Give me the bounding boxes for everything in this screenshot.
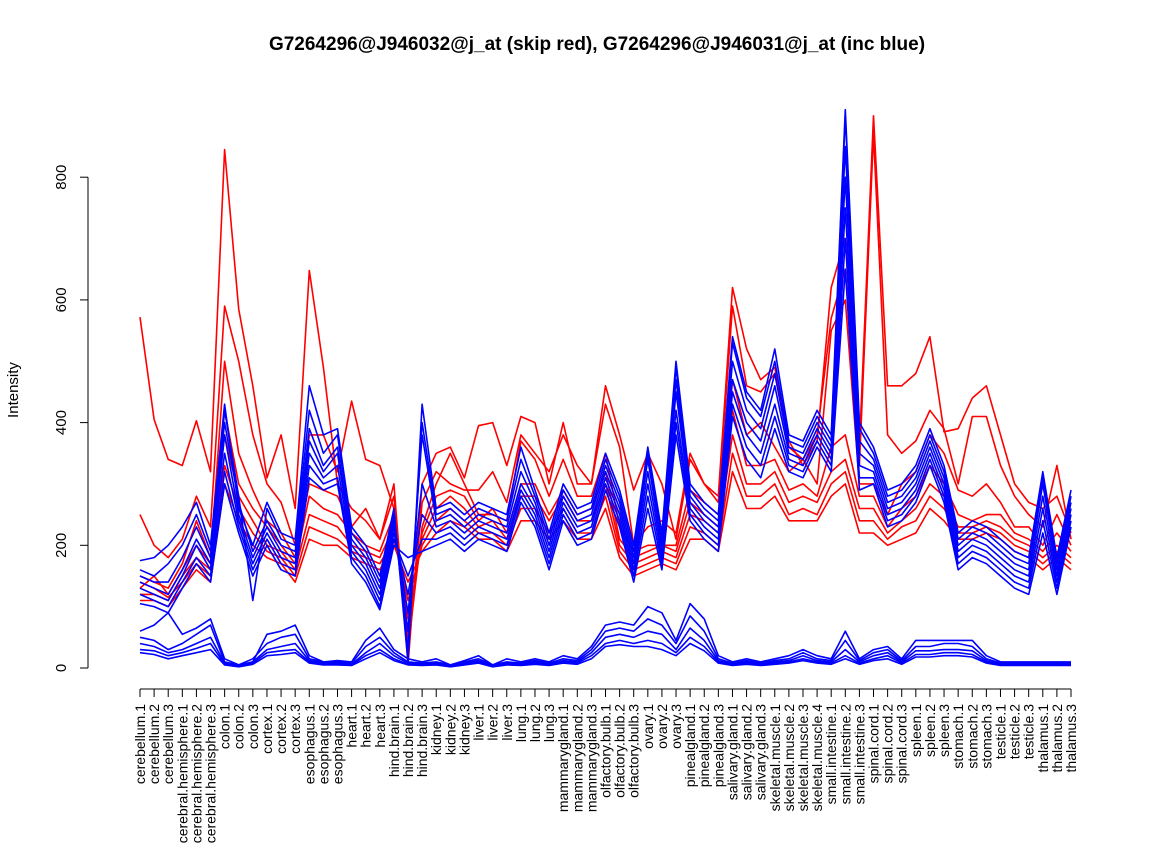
series-line-inc-11 [139, 636, 1071, 668]
y-tick-label-0: 0 [53, 664, 70, 672]
x-tick-label-pinealgland.3: pinealgland.3 [710, 704, 726, 788]
x-tick-label-esophagus.3: esophagus.3 [329, 704, 345, 784]
x-tick-label-testicle.1: testicle.1 [992, 704, 1008, 759]
x-tick-label-testicle.3: testicle.3 [1021, 704, 1037, 759]
x-tick-label-spleen.3: spleen.3 [936, 704, 952, 757]
x-tick-label-thalamus.3: thalamus.3 [1063, 704, 1079, 773]
x-tick-label-ovary.3: ovary.3 [668, 704, 684, 749]
x-tick-label-skeletal.muscle.4: skeletal.muscle.4 [809, 704, 825, 812]
x-tick-label-spinal.cord.1: spinal.cord.1 [866, 704, 882, 784]
x-tick-label-small.intestine.1: small.intestine.1 [823, 704, 839, 805]
x-tick-label-hind.brain.2: hind.brain.2 [400, 704, 416, 777]
x-tick-label-olfactory.bulb.3: olfactory.bulb.3 [626, 704, 642, 798]
x-tick-label-cerebellum.2: cerebellum.2 [146, 704, 162, 784]
y-tick-label-400: 400 [53, 410, 70, 435]
series-line-inc-4 [139, 176, 1072, 614]
x-tick-label-skeletal.muscle.2: skeletal.muscle.2 [781, 704, 797, 812]
x-tick-label-heart.1: heart.1 [344, 704, 360, 748]
x-tick-label-thalamus.2: thalamus.2 [1049, 704, 1065, 773]
x-tick-label-stomach.1: stomach.1 [950, 704, 966, 769]
x-tick-label-ovary.2: ovary.2 [654, 704, 670, 749]
x-tick-label-hind.brain.3: hind.brain.3 [414, 704, 430, 777]
x-tick-label-spinal.cord.2: spinal.cord.2 [880, 704, 896, 784]
x-tick-label-liver.2: liver.2 [485, 704, 501, 741]
series-line-skip-1 [139, 115, 1072, 666]
x-tick-label-cerebral.hemisphere.2: cerebral.hemisphere.2 [188, 704, 204, 844]
x-tick-label-liver.1: liver.1 [471, 704, 487, 741]
y-axis: 0 200 400 600 800 [53, 165, 89, 672]
x-tick-label-pinealgland.2: pinealgland.2 [696, 704, 712, 788]
x-tick-label-salivary.gland.2: salivary.gland.2 [739, 704, 755, 800]
series-line-skip-7 [140, 470, 1072, 608]
x-tick-label-stomach.3: stomach.3 [978, 704, 994, 769]
x-tick-label-cortex.2: cortex.2 [273, 704, 289, 754]
x-tick-label-cortex.3: cortex.3 [287, 704, 303, 754]
x-tick-label-salivary.gland.3: salivary.gland.3 [753, 704, 769, 800]
x-tick-label-lung.2: lung.2 [527, 704, 543, 742]
x-tick-label-mammarygland.2: mammarygland.2 [569, 704, 585, 812]
x-tick-label-skeletal.muscle.3: skeletal.muscle.3 [795, 704, 811, 812]
x-tick-label-salivary.gland.1: salivary.gland.1 [724, 704, 740, 800]
x-tick-label-stomach.2: stomach.2 [964, 704, 980, 769]
x-tick-label-heart.3: heart.3 [372, 704, 388, 748]
x-tick-label-small.intestine.3: small.intestine.3 [851, 704, 867, 805]
x-tick-label-spinal.cord.3: spinal.cord.3 [894, 704, 910, 784]
x-tick-label-kidney.2: kidney.2 [442, 704, 458, 755]
x-tick-label-thalamus.1: thalamus.1 [1035, 704, 1051, 773]
series-line-inc-12 [139, 642, 1071, 668]
x-tick-label-cerebral.hemisphere.3: cerebral.hemisphere.3 [203, 704, 219, 844]
x-tick-label-lung.1: lung.1 [513, 704, 529, 742]
y-tick-label-800: 800 [53, 165, 70, 190]
series-line-inc-9 [139, 615, 1071, 666]
x-tick-label-pinealgland.1: pinealgland.1 [682, 704, 698, 788]
x-tick-label-cerebellum.1: cerebellum.1 [132, 704, 148, 784]
x-tick-label-colon.2: colon.2 [231, 704, 247, 749]
x-tick-label-colon.3: colon.3 [245, 704, 261, 749]
x-tick-label-hind.brain.1: hind.brain.1 [386, 704, 402, 777]
series-line-inc-2 [139, 115, 1072, 651]
x-tick-label-small.intestine.2: small.intestine.2 [837, 704, 853, 805]
y-tick-label-600: 600 [53, 287, 70, 312]
x-tick-label-esophagus.2: esophagus.2 [315, 704, 331, 784]
x-tick-label-cortex.1: cortex.1 [259, 704, 275, 754]
y-axis-label: Intensity [5, 362, 22, 418]
series-line-inc-7 [139, 268, 1072, 614]
x-tick-label-lung.3: lung.3 [541, 704, 557, 742]
x-tick-label-heart.2: heart.2 [358, 704, 374, 748]
x-tick-label-liver.3: liver.3 [499, 704, 515, 741]
x-tick-label-olfactory.bulb.1: olfactory.bulb.1 [598, 704, 614, 798]
x-tick-label-colon.1: colon.1 [217, 704, 233, 749]
x-tick-label-skeletal.muscle.1: skeletal.muscle.1 [767, 704, 783, 812]
series-line-skip-2 [139, 133, 1072, 657]
x-tick-label-esophagus.1: esophagus.1 [301, 704, 317, 784]
x-tick-label-mammarygland.3: mammarygland.3 [583, 704, 599, 812]
x-tick-label-ovary.1: ovary.1 [640, 704, 656, 749]
series-line-inc-5 [139, 207, 1072, 602]
y-tick-label-200: 200 [53, 533, 70, 558]
series-line-inc-8 [139, 602, 1071, 666]
x-tick-label-kidney.1: kidney.1 [428, 704, 444, 755]
x-axis: cerebellum.1cerebellum.2cerebellum.3cere… [132, 688, 1079, 844]
x-tick-label-cerebellum.3: cerebellum.3 [160, 704, 176, 784]
x-tick-label-cerebral.hemisphere.1: cerebral.hemisphere.1 [174, 704, 190, 844]
x-tick-label-olfactory.bulb.2: olfactory.bulb.2 [612, 704, 628, 798]
x-tick-label-kidney.3: kidney.3 [456, 704, 472, 755]
series-line-inc-10 [139, 627, 1071, 667]
series-line-inc-6 [139, 237, 1072, 608]
x-tick-label-spleen.2: spleen.2 [922, 704, 938, 757]
x-tick-label-testicle.2: testicle.2 [1007, 704, 1023, 759]
x-tick-label-mammarygland.1: mammarygland.1 [555, 704, 571, 812]
x-tick-label-spleen.1: spleen.1 [908, 704, 924, 757]
series-lines [139, 108, 1072, 668]
chart-title: G7264296@J946032@j_at (skip red), G72642… [269, 34, 925, 55]
